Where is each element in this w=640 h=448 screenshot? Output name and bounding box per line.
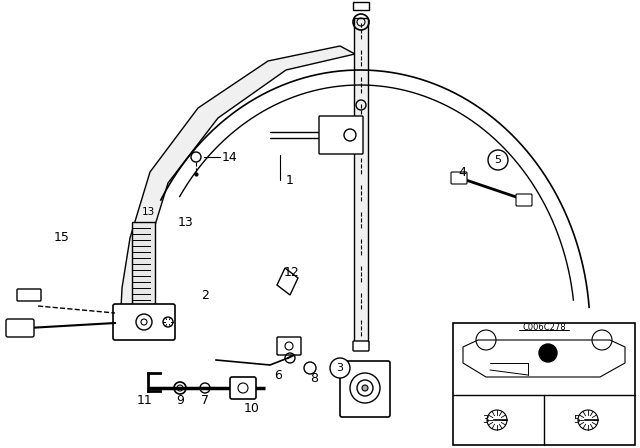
Circle shape xyxy=(488,150,508,170)
Text: 5: 5 xyxy=(573,415,579,425)
Text: C006C278: C006C278 xyxy=(522,323,566,332)
Text: 7: 7 xyxy=(201,393,209,406)
Circle shape xyxy=(362,385,368,391)
Polygon shape xyxy=(463,340,625,377)
FancyBboxPatch shape xyxy=(277,337,301,355)
Polygon shape xyxy=(132,222,155,308)
Bar xyxy=(453,323,635,445)
FancyBboxPatch shape xyxy=(17,289,41,301)
Text: 9: 9 xyxy=(176,393,184,406)
Text: 12: 12 xyxy=(284,266,300,279)
Text: 1: 1 xyxy=(286,173,294,186)
Text: 3: 3 xyxy=(482,415,488,425)
Circle shape xyxy=(539,344,557,362)
FancyBboxPatch shape xyxy=(353,341,369,351)
Text: 6: 6 xyxy=(274,369,282,382)
Text: 10: 10 xyxy=(244,401,260,414)
FancyBboxPatch shape xyxy=(451,172,467,184)
Text: 8: 8 xyxy=(310,371,318,384)
Text: 4: 4 xyxy=(458,165,466,178)
FancyBboxPatch shape xyxy=(6,319,34,337)
FancyBboxPatch shape xyxy=(340,361,390,417)
Text: 14: 14 xyxy=(222,151,238,164)
FancyBboxPatch shape xyxy=(319,116,363,154)
Text: 11: 11 xyxy=(137,393,153,406)
FancyBboxPatch shape xyxy=(230,377,256,399)
FancyBboxPatch shape xyxy=(113,304,175,340)
FancyBboxPatch shape xyxy=(353,2,369,10)
Polygon shape xyxy=(354,18,368,345)
Text: 5: 5 xyxy=(495,155,502,165)
Polygon shape xyxy=(120,46,355,338)
Polygon shape xyxy=(277,268,298,295)
Text: 15: 15 xyxy=(54,231,70,244)
Text: 13: 13 xyxy=(141,207,155,217)
Circle shape xyxy=(330,358,350,378)
FancyBboxPatch shape xyxy=(516,194,532,206)
Text: 13: 13 xyxy=(178,215,194,228)
Text: 2: 2 xyxy=(201,289,209,302)
Text: 3: 3 xyxy=(337,363,344,373)
